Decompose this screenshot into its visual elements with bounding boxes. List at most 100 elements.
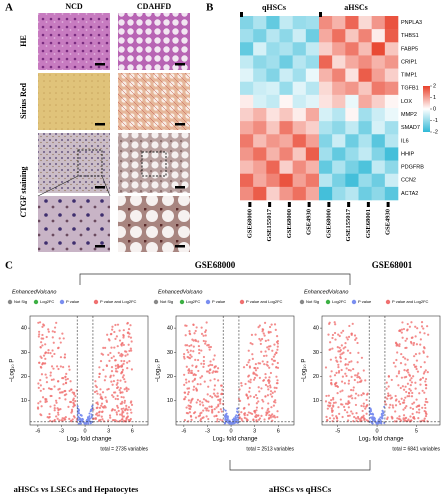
- heatmap-cell: [292, 147, 307, 161]
- point: [187, 369, 190, 372]
- point: [189, 414, 193, 418]
- point: [116, 406, 120, 409]
- point: [118, 329, 121, 332]
- heatmap-cell: [292, 55, 307, 69]
- point: [404, 357, 407, 360]
- point: [110, 370, 114, 373]
- point: [191, 364, 194, 367]
- x-tick-label: -3: [205, 428, 210, 434]
- point: [41, 344, 44, 347]
- point: [424, 380, 427, 383]
- point: [114, 337, 117, 341]
- legend-dot: [385, 299, 391, 305]
- point: [76, 419, 79, 422]
- heatmap-cell: [358, 108, 372, 122]
- heatmap-cell: [358, 186, 372, 201]
- point: [408, 325, 412, 328]
- point: [192, 350, 195, 353]
- point: [124, 354, 127, 357]
- point: [423, 332, 426, 335]
- point: [203, 380, 206, 383]
- heatmap-cell: [253, 55, 267, 69]
- heatmap-cell: [292, 173, 307, 188]
- point: [40, 341, 43, 344]
- point: [98, 366, 101, 369]
- point: [127, 335, 130, 338]
- point: [397, 384, 400, 387]
- point: [202, 355, 206, 359]
- point: [183, 373, 186, 376]
- point: [342, 347, 345, 350]
- point: [44, 373, 47, 376]
- point: [188, 411, 191, 414]
- heatmap-cell: [371, 186, 386, 201]
- point: [275, 365, 278, 369]
- point: [266, 346, 269, 349]
- point: [116, 345, 119, 348]
- heatmap-cell: [384, 42, 399, 56]
- point: [52, 341, 55, 344]
- point: [69, 419, 73, 422]
- heatmap-cell: [279, 68, 293, 83]
- point: [220, 384, 223, 387]
- point: [125, 404, 128, 407]
- heatmap-cell: [345, 160, 359, 175]
- point: [209, 394, 212, 398]
- legend-dot: [93, 299, 99, 305]
- point: [333, 331, 337, 335]
- point: [129, 408, 132, 411]
- point: [347, 395, 350, 398]
- point: [62, 337, 65, 340]
- point: [95, 412, 99, 415]
- heatmap-cell: [345, 186, 359, 201]
- point: [337, 406, 340, 409]
- legend-label: Log2FC: [186, 299, 200, 304]
- point: [87, 417, 90, 420]
- heatmap-cell: [345, 108, 359, 122]
- point: [394, 341, 398, 344]
- point: [345, 374, 348, 378]
- legend-label: Not Sig: [160, 299, 173, 304]
- point: [356, 381, 359, 384]
- point: [120, 352, 123, 356]
- heatmap-cell: [371, 42, 386, 56]
- point: [362, 369, 365, 372]
- point: [216, 392, 219, 395]
- point: [410, 377, 413, 380]
- point: [346, 402, 349, 406]
- point: [38, 321, 42, 324]
- brand: EnhancedVolcano: [304, 289, 348, 295]
- point: [51, 349, 54, 352]
- point: [42, 323, 45, 326]
- panel-label: A: [5, 2, 13, 14]
- point: [387, 375, 390, 378]
- point: [262, 354, 266, 358]
- point: [354, 403, 358, 407]
- point: [391, 416, 394, 419]
- point: [224, 409, 227, 412]
- bracket: [229, 460, 371, 471]
- point: [264, 372, 267, 376]
- point: [261, 398, 264, 402]
- point: [200, 349, 203, 352]
- heatmap-cell: [358, 173, 372, 188]
- heatmap-cell: [319, 81, 333, 96]
- point: [340, 344, 343, 347]
- dataset-label: GSE68001: [365, 209, 372, 238]
- point: [51, 330, 54, 333]
- heatmap-cell: [240, 81, 254, 96]
- point: [423, 370, 426, 374]
- point: [407, 371, 410, 374]
- point: [413, 363, 416, 366]
- point: [50, 387, 53, 391]
- point: [207, 400, 210, 403]
- point: [397, 370, 401, 373]
- point: [343, 408, 347, 412]
- point: [329, 358, 332, 361]
- point: [387, 394, 390, 397]
- point: [403, 368, 406, 372]
- point: [362, 392, 365, 395]
- point: [183, 357, 186, 360]
- colorbar-label: -1: [433, 118, 438, 124]
- point: [204, 407, 207, 410]
